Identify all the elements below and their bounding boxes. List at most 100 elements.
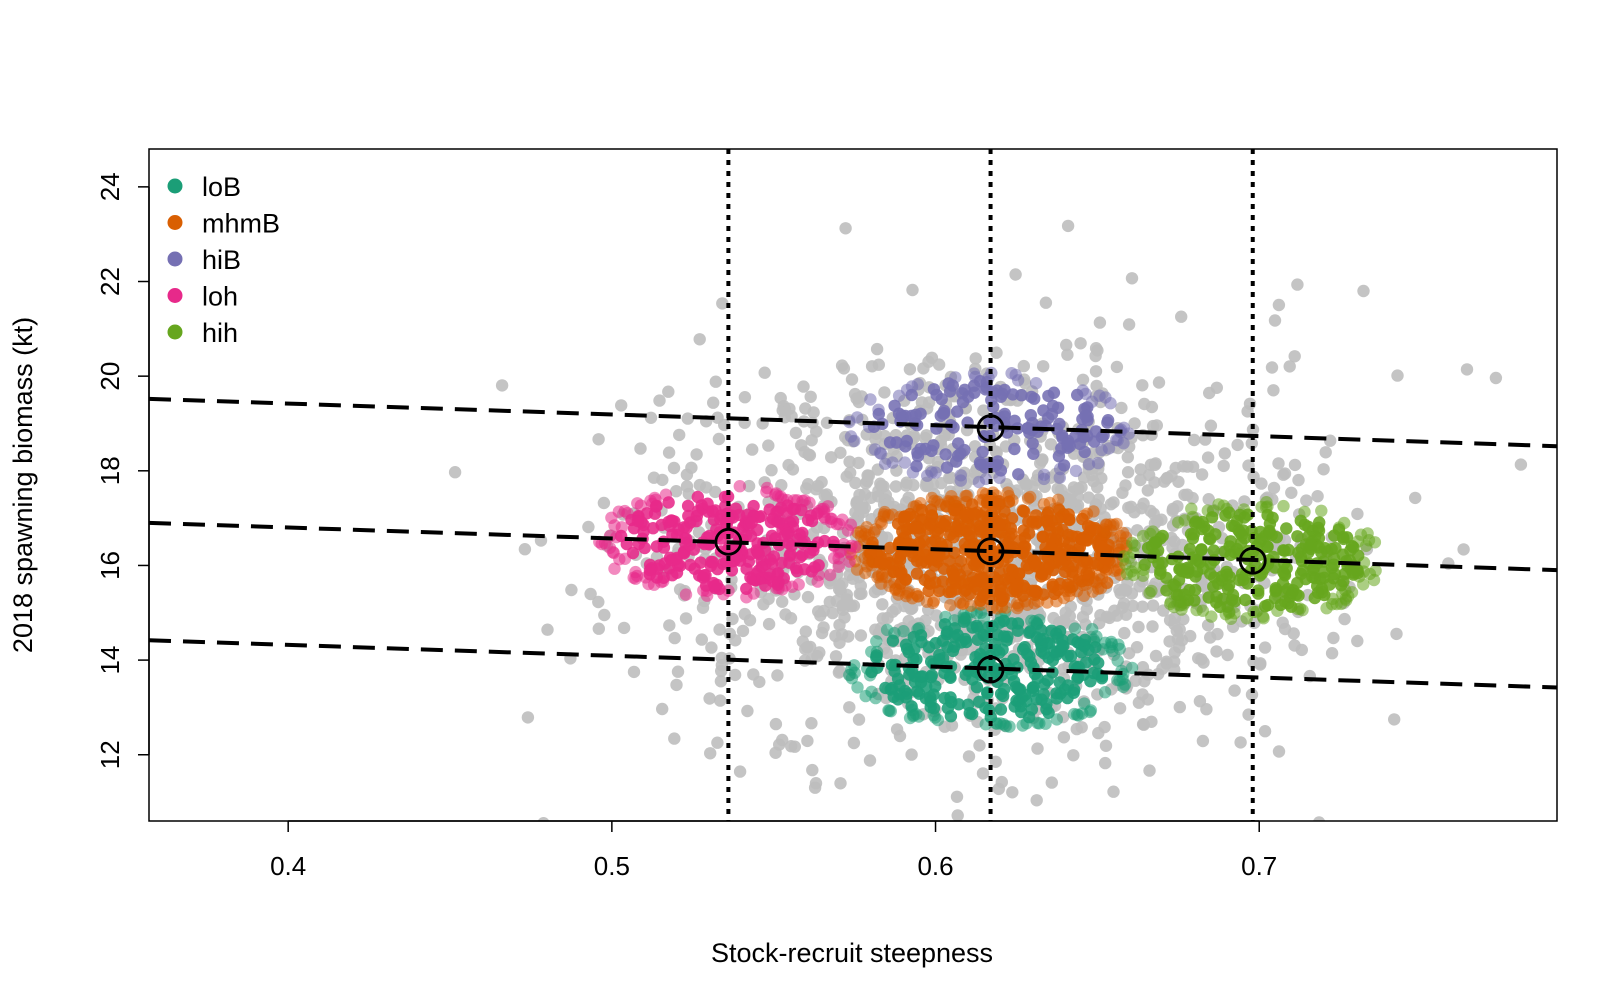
- background-point: [826, 606, 839, 620]
- loh-point: [733, 480, 746, 493]
- background-point: [1169, 461, 1182, 475]
- hih-point: [1345, 586, 1359, 599]
- y-tick-label: 12: [95, 740, 125, 769]
- hiB-point: [1101, 414, 1115, 427]
- loB-point: [994, 687, 1008, 701]
- background-point: [679, 612, 693, 625]
- hih-point: [1357, 565, 1371, 578]
- loB-point: [899, 638, 913, 651]
- background-point: [762, 439, 775, 452]
- hiB-point: [930, 388, 943, 402]
- background-point: [541, 623, 554, 636]
- loB-point: [870, 635, 883, 648]
- mhmB-point: [1079, 534, 1092, 547]
- background-point: [1221, 648, 1234, 662]
- background-point: [1267, 384, 1280, 397]
- mhmB-point: [1004, 522, 1018, 535]
- background-point: [716, 297, 729, 310]
- hih-point: [1222, 506, 1236, 519]
- background-point: [945, 719, 959, 732]
- background-point: [799, 625, 812, 638]
- loB-point: [883, 704, 896, 717]
- background-point: [1268, 314, 1282, 327]
- loh-point: [843, 555, 856, 568]
- background-point: [843, 455, 856, 468]
- hiB-point: [1028, 392, 1041, 405]
- hih-point: [1294, 550, 1308, 564]
- background-point: [1122, 318, 1136, 331]
- background-point: [1173, 700, 1187, 714]
- background-point: [833, 618, 846, 632]
- hiB-point: [925, 444, 938, 458]
- hih-point: [1280, 522, 1293, 535]
- background-point: [1085, 468, 1099, 482]
- background-point: [893, 729, 907, 743]
- background-point: [1460, 363, 1474, 376]
- legend-marker-loh: [167, 288, 183, 303]
- background-point: [711, 736, 724, 749]
- background-point: [1128, 506, 1141, 519]
- mhmB-point: [944, 599, 957, 612]
- background-point: [1104, 498, 1118, 511]
- loh-point: [811, 507, 824, 520]
- loB-point: [1050, 648, 1063, 661]
- legend-marker-hih: [167, 324, 183, 340]
- background-point: [673, 428, 686, 442]
- mhmB-point: [1016, 547, 1029, 560]
- background-point: [1277, 468, 1290, 481]
- highlight-point: [1238, 546, 1267, 575]
- background-point: [1137, 497, 1150, 510]
- mhmB-point: [1092, 582, 1105, 595]
- background-point: [1076, 373, 1090, 386]
- mhmB-point: [911, 590, 925, 603]
- background-point: [881, 611, 894, 625]
- hiB-point: [946, 379, 959, 392]
- x-tick-label: 0.6: [917, 851, 953, 881]
- mhmB-point: [877, 558, 890, 571]
- background-point: [776, 733, 789, 747]
- loB-point: [1070, 708, 1084, 721]
- background-point: [989, 755, 1002, 768]
- y-tick-label: 22: [95, 267, 125, 296]
- background-point: [1295, 643, 1309, 657]
- mhmB-point: [908, 521, 922, 534]
- loh-point: [765, 529, 779, 542]
- hih-point: [1178, 588, 1191, 601]
- background-point: [1181, 460, 1194, 473]
- loB-point: [910, 653, 923, 666]
- loB-point: [929, 680, 942, 693]
- mhmB-point: [927, 594, 941, 607]
- hiB-point: [1051, 401, 1065, 414]
- hiB-point: [1012, 468, 1025, 481]
- background-point: [805, 717, 818, 730]
- background-point: [1093, 316, 1107, 329]
- background-point: [1017, 359, 1030, 373]
- hih-point: [1207, 544, 1221, 557]
- mhmB-point: [1081, 556, 1094, 569]
- background-point: [693, 333, 706, 346]
- hiB-point: [940, 461, 954, 474]
- background-point: [863, 754, 877, 767]
- background-point: [832, 666, 846, 679]
- background-point: [1292, 473, 1305, 487]
- loh-point: [798, 494, 811, 507]
- background-point: [615, 399, 628, 412]
- loh-point: [657, 541, 671, 554]
- loB-point: [1125, 661, 1139, 675]
- background-point: [1300, 494, 1313, 507]
- hih-point: [1277, 499, 1290, 513]
- loB-point: [851, 681, 864, 694]
- background-point: [1272, 745, 1286, 758]
- loh-point: [771, 490, 785, 503]
- hih-point: [1306, 563, 1320, 576]
- hiB-point: [973, 456, 987, 469]
- background-point: [1175, 310, 1188, 323]
- loh-point: [825, 515, 838, 529]
- hiB-point: [1069, 464, 1083, 478]
- loB-point: [1033, 717, 1046, 730]
- background-point: [738, 391, 752, 404]
- background-point: [889, 480, 903, 493]
- loB-point: [961, 698, 975, 711]
- loh-point: [818, 534, 831, 548]
- loh-point: [744, 571, 757, 584]
